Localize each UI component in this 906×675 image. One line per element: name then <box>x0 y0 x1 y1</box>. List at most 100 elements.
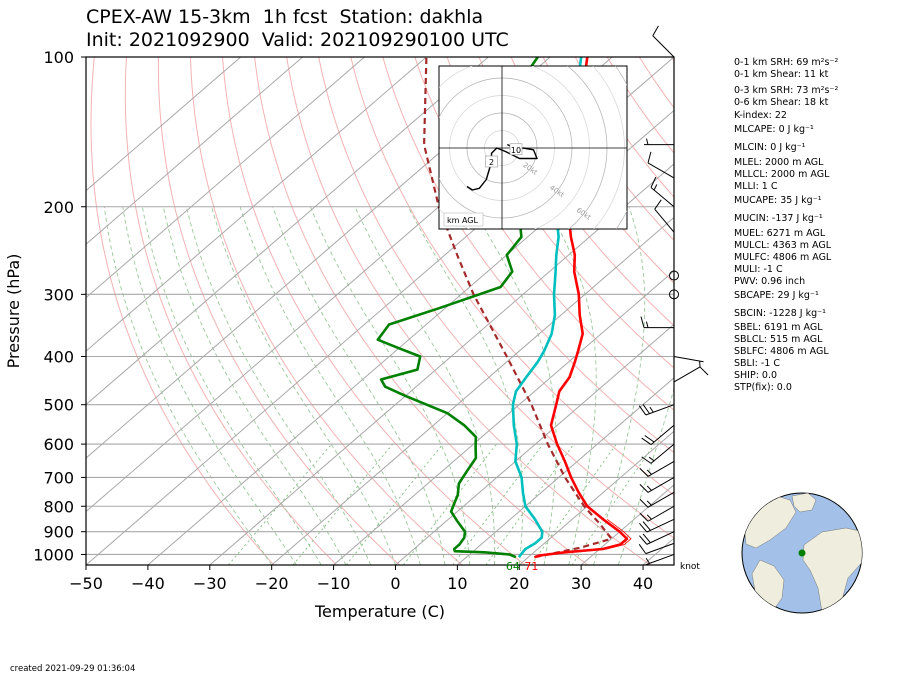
dry-adiabat <box>286 57 651 565</box>
dry-adiabat <box>510 57 674 284</box>
moist-adiabat <box>141 206 322 565</box>
wind-barb <box>639 505 675 522</box>
hodograph-height-label: 2 <box>489 158 494 167</box>
dry-adiabat <box>896 57 906 565</box>
index-line: 0-3 km SRH: 73 m²s⁻² <box>734 85 839 96</box>
moist-adiabat <box>593 206 646 565</box>
dewpoint-line <box>376 57 539 559</box>
hodograph-height-label: 10 <box>511 146 521 155</box>
wind-barb <box>645 553 675 566</box>
surface-value-label: 71 <box>524 560 538 573</box>
dry-adiabat <box>478 57 674 327</box>
isotherm <box>209 163 674 565</box>
dry-adiabat <box>124 57 338 565</box>
y-tick-label: 1000 <box>33 545 74 564</box>
isotherm <box>86 57 242 192</box>
dry-adiabat <box>350 57 674 496</box>
created-timestamp: created 2021-09-29 01:36:04 <box>10 664 136 674</box>
wind-barbs: knot <box>638 25 709 572</box>
index-line: 0-1 km SRH: 69 m²s⁻² <box>734 57 839 68</box>
isotherm <box>457 377 674 565</box>
index-line: SBLFC: 4806 m AGL <box>734 346 829 357</box>
wind-barb <box>641 443 675 464</box>
x-tick-label: −10 <box>317 574 351 593</box>
index-line: MLCIN: 0 J kg⁻¹ <box>734 142 806 153</box>
dry-adiabat <box>190 57 463 565</box>
wind-barb-calm <box>669 270 679 281</box>
isotherm <box>271 216 674 565</box>
parcel-line <box>423 57 613 559</box>
moist-adiabat <box>122 206 297 565</box>
mixing-ratio-line <box>403 443 498 565</box>
moist-adiabat <box>617 387 674 565</box>
index-line: MLLCL: 2000 m AGL <box>734 169 830 180</box>
wind-barb <box>673 356 704 368</box>
dry-adiabat <box>222 57 526 565</box>
isotherm <box>86 57 365 299</box>
x-tick-label: −40 <box>131 574 165 593</box>
moist-adiabat <box>185 206 372 565</box>
index-line: PWV: 0.96 inch <box>734 276 806 287</box>
wind-barb <box>640 316 674 329</box>
index-line: MULFC: 4806 m AGL <box>734 252 832 263</box>
dry-adiabat <box>832 57 906 565</box>
surface-value-label: 64 <box>506 560 520 573</box>
hodograph-ring-label: 80kt <box>602 229 620 245</box>
index-line: STP(fix): 0.0 <box>734 382 792 393</box>
y-tick-label: 700 <box>43 468 74 487</box>
y-axis-label: Pressure (hPa) <box>4 254 23 369</box>
index-line: 0-6 km Shear: 18 kt <box>734 97 829 108</box>
moist-adiabat <box>211 206 396 565</box>
dry-adiabat <box>864 57 906 565</box>
isotherm <box>86 57 427 352</box>
wind-barb <box>673 366 709 383</box>
y-tick-label: 100 <box>43 48 74 67</box>
wind-barb <box>647 151 675 179</box>
moist-adiabat <box>547 206 597 565</box>
index-line: MUEL: 6271 m AGL <box>734 228 826 239</box>
dry-adiabat <box>446 57 674 369</box>
wind-barb <box>639 518 675 533</box>
dry-adiabat <box>157 57 400 565</box>
dry-adiabat <box>414 57 674 411</box>
dry-adiabat <box>90 57 275 565</box>
surface-labels: 64 71 <box>506 560 539 573</box>
x-tick-label: 0 <box>390 574 400 593</box>
index-line: MUCAPE: 35 J kg⁻¹ <box>734 195 822 206</box>
wind-barb <box>641 424 675 445</box>
wind-barb <box>644 138 674 146</box>
x-tick-label: −50 <box>69 574 103 593</box>
moist-adiabat <box>239 206 421 565</box>
isotherm <box>86 57 489 406</box>
locator-map <box>741 492 863 614</box>
chart-title-line1: CPEX-AW 15-3km 1h fcst Station: dakhla <box>86 6 484 28</box>
wind-barb <box>638 542 675 555</box>
wind-barb <box>638 404 675 416</box>
axes: Temperature (C) Pressure (hPa) −50 −40 −30… <box>4 48 653 621</box>
index-line: K-index: 22 <box>734 110 787 121</box>
wind-barb <box>639 531 675 545</box>
index-line: SBCAPE: 29 J kg⁻¹ <box>734 290 819 301</box>
index-line: SBLCL: 515 m AGL <box>734 334 823 345</box>
wind-barb <box>654 199 675 233</box>
index-line: 0-1 km Shear: 11 kt <box>734 69 829 80</box>
index-line: MLEL: 2000 m AGL <box>734 157 824 168</box>
isotherm <box>518 430 674 565</box>
dry-adiabat <box>254 57 589 565</box>
wind-barb <box>639 476 675 493</box>
y-tick-label: 300 <box>43 285 74 304</box>
index-line: MLLI: 1 C <box>734 181 778 192</box>
mixing-ratio-line <box>228 443 332 565</box>
moist-adiabat <box>272 206 446 565</box>
x-tick-label: 40 <box>633 574 653 593</box>
moist-adiabat <box>103 206 273 565</box>
x-axis-label: Temperature (C) <box>314 602 445 621</box>
index-line: MUCIN: -137 J kg⁻¹ <box>734 213 823 224</box>
y-tick-label: 400 <box>43 348 74 367</box>
y-tick-label: 500 <box>43 396 74 415</box>
wind-barb <box>639 460 675 477</box>
x-tick-label: 30 <box>571 574 591 593</box>
y-tick-label: 800 <box>43 497 74 516</box>
